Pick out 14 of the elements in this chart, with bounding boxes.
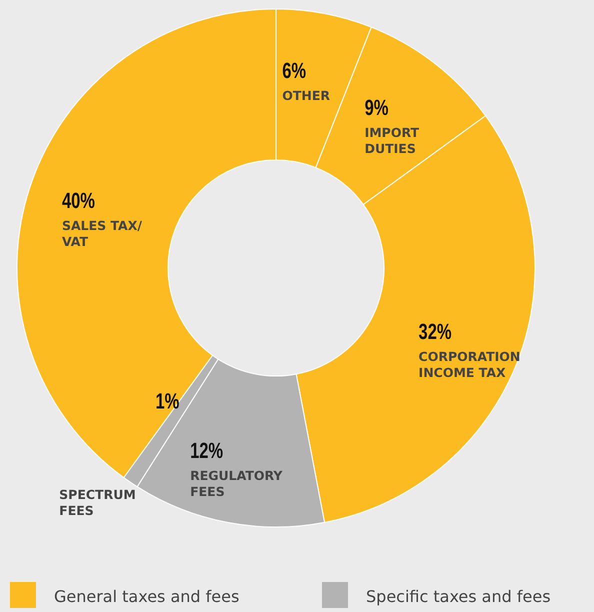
slice-label: OTHER — [282, 88, 330, 103]
text: Specific taxes and fees — [366, 587, 551, 606]
slice-label: CORPORATION INCOME TAX — [418, 349, 520, 380]
data-label: 32% — [418, 320, 452, 345]
data-label: 1% — [155, 389, 180, 414]
text: General taxes and fees — [54, 587, 240, 606]
data-label: 12% — [190, 438, 224, 464]
slice-label: IMPORT DUTIES — [364, 125, 420, 156]
data-label: 40% — [62, 188, 95, 214]
slice-label: SALES TAX/ VAT — [62, 218, 142, 250]
slice-label: SPECTRUM FEES — [59, 486, 136, 518]
slice-label: REGULATORY FEES — [190, 468, 284, 500]
data-label: 9% — [364, 96, 388, 121]
data-label: 6% — [282, 58, 306, 84]
